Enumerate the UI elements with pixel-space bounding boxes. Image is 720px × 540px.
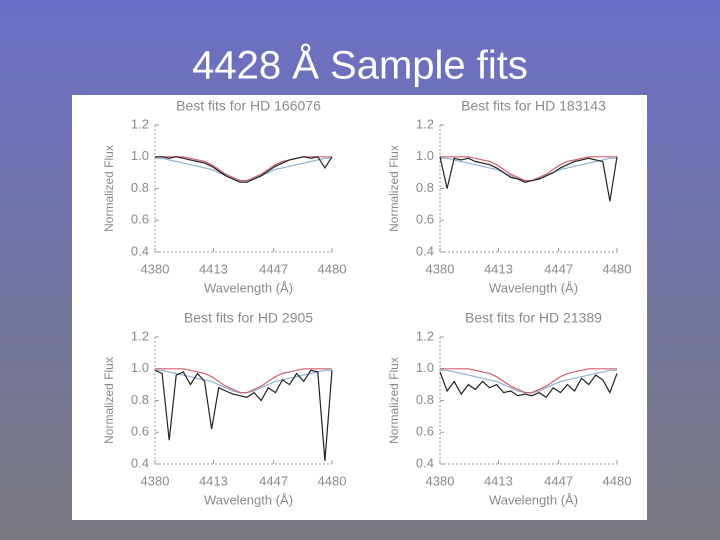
x-tick-label: 4447: [544, 261, 573, 276]
y-tick-label: 0.4: [416, 243, 434, 258]
series-line: [440, 368, 617, 394]
y-axis-label: Normalized Flux: [102, 357, 116, 444]
y-tick-label: 0.8: [131, 180, 149, 195]
y-tick-label: 0.8: [416, 392, 434, 407]
figure-panel: [72, 95, 647, 520]
x-tick-label: 4447: [259, 473, 288, 488]
x-tick-label: 4480: [603, 473, 632, 488]
y-tick-label: 0.4: [416, 455, 434, 470]
y-tick-label: 0.6: [131, 212, 149, 227]
x-tick-label: 4480: [318, 261, 347, 276]
series-line: [155, 156, 333, 183]
x-tick-label: 4447: [544, 473, 573, 488]
y-tick-label: 0.4: [131, 243, 149, 258]
x-tick-label: 4380: [426, 473, 455, 488]
x-tick-label: 4413: [484, 473, 513, 488]
x-axis-label: Wavelength (Å): [204, 280, 293, 295]
y-tick-label: 1.2: [416, 116, 434, 131]
chart-title: Best fits for HD 183143: [461, 98, 606, 114]
x-tick-label: 4380: [141, 473, 170, 488]
series-line: [439, 156, 618, 202]
y-tick-label: 1.0: [131, 148, 149, 163]
series-line: [440, 156, 617, 182]
y-tick-label: 1.0: [416, 360, 434, 375]
y-tick-label: 0.6: [131, 424, 149, 439]
y-axis-label: Normalized Flux: [387, 145, 401, 232]
series-line: [439, 371, 618, 399]
y-tick-label: 1.0: [416, 148, 434, 163]
x-tick-label: 4413: [199, 473, 228, 488]
y-axis-label: Normalized Flux: [102, 145, 116, 232]
y-tick-label: 0.4: [131, 455, 149, 470]
x-axis-label: Wavelength (Å): [204, 492, 293, 507]
x-tick-label: 4447: [259, 261, 288, 276]
y-tick-label: 1.0: [131, 360, 149, 375]
x-axis-label: Wavelength (Å): [489, 492, 578, 507]
chart-title: Best fits for HD 166076: [176, 98, 321, 114]
series-line: [155, 368, 332, 394]
slide-title: 4428 Å Sample fits: [192, 43, 528, 88]
series-line: [154, 369, 333, 461]
y-tick-label: 0.6: [416, 424, 434, 439]
y-tick-label: 0.8: [131, 392, 149, 407]
x-axis-label: Wavelength (Å): [489, 280, 578, 295]
y-tick-label: 1.2: [131, 328, 149, 343]
x-tick-label: 4380: [426, 261, 455, 276]
x-tick-label: 4413: [199, 261, 228, 276]
x-tick-label: 4380: [141, 261, 170, 276]
x-tick-label: 4480: [603, 261, 632, 276]
y-tick-label: 1.2: [131, 116, 149, 131]
y-tick-label: 0.8: [416, 180, 434, 195]
y-tick-label: 1.2: [416, 328, 434, 343]
x-tick-label: 4480: [318, 473, 347, 488]
chart-title: Best fits for HD 21389: [465, 310, 602, 326]
x-tick-label: 4413: [484, 261, 513, 276]
y-tick-label: 0.6: [416, 212, 434, 227]
y-axis-label: Normalized Flux: [387, 357, 401, 444]
chart-title: Best fits for HD 2905: [184, 310, 313, 326]
